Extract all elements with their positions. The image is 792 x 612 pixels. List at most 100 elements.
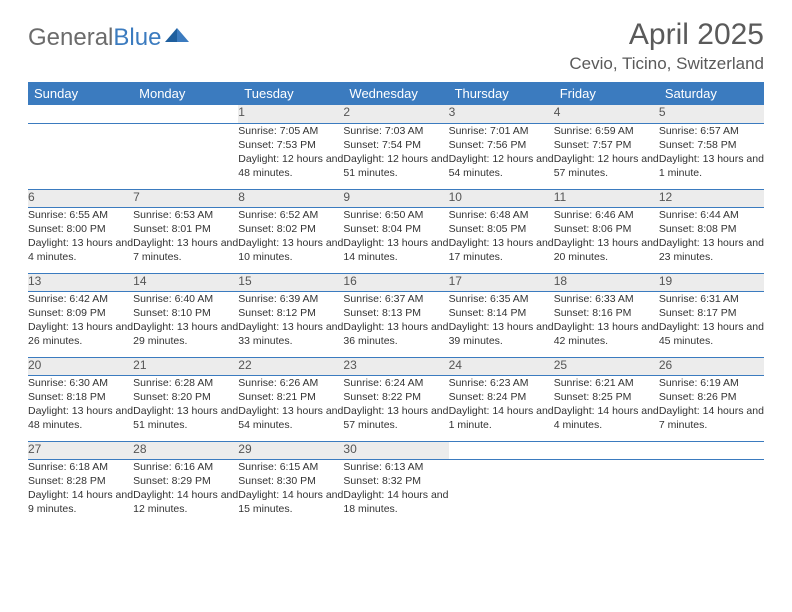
daylight-line: Daylight: 14 hours and 9 minutes.: [28, 488, 133, 516]
sunset-line: Sunset: 7:54 PM: [343, 138, 448, 152]
day-content-cell: [449, 459, 554, 525]
sunset-line: Sunset: 8:22 PM: [343, 390, 448, 404]
day-number-cell: 13: [28, 273, 133, 291]
sunset-line: Sunset: 8:10 PM: [133, 306, 238, 320]
day-content-cell: Sunrise: 6:28 AMSunset: 8:20 PMDaylight:…: [133, 375, 238, 441]
day-content-cell: Sunrise: 6:50 AMSunset: 8:04 PMDaylight:…: [343, 207, 448, 273]
daylight-line: Daylight: 13 hours and 17 minutes.: [449, 236, 554, 264]
sunrise-line: Sunrise: 6:35 AM: [449, 292, 554, 306]
weekday-header: Tuesday: [238, 82, 343, 105]
daylight-line: Daylight: 12 hours and 57 minutes.: [554, 152, 659, 180]
day-content-cell: Sunrise: 6:48 AMSunset: 8:05 PMDaylight:…: [449, 207, 554, 273]
daylight-line: Daylight: 14 hours and 7 minutes.: [659, 404, 764, 432]
sunrise-line: Sunrise: 6:21 AM: [554, 376, 659, 390]
day-content-cell: Sunrise: 6:16 AMSunset: 8:29 PMDaylight:…: [133, 459, 238, 525]
sunset-line: Sunset: 8:06 PM: [554, 222, 659, 236]
sunset-line: Sunset: 8:20 PM: [133, 390, 238, 404]
day-number-cell: [554, 441, 659, 459]
title-block: April 2025 Cevio, Ticino, Switzerland: [569, 18, 764, 74]
sunset-line: Sunset: 7:58 PM: [659, 138, 764, 152]
day-content-cell: Sunrise: 6:46 AMSunset: 8:06 PMDaylight:…: [554, 207, 659, 273]
day-number-cell: 23: [343, 357, 448, 375]
sunrise-line: Sunrise: 6:30 AM: [28, 376, 133, 390]
day-number-cell: [133, 105, 238, 123]
day-number-cell: 30: [343, 441, 448, 459]
sunset-line: Sunset: 8:14 PM: [449, 306, 554, 320]
day-content-cell: Sunrise: 6:33 AMSunset: 8:16 PMDaylight:…: [554, 291, 659, 357]
sunrise-line: Sunrise: 6:59 AM: [554, 124, 659, 138]
day-content-cell: Sunrise: 6:57 AMSunset: 7:58 PMDaylight:…: [659, 123, 764, 189]
day-content-cell: Sunrise: 6:39 AMSunset: 8:12 PMDaylight:…: [238, 291, 343, 357]
calendar-header-row: SundayMondayTuesdayWednesdayThursdayFrid…: [28, 82, 764, 105]
sunset-line: Sunset: 8:32 PM: [343, 474, 448, 488]
day-number-cell: 29: [238, 441, 343, 459]
day-content-row: Sunrise: 6:55 AMSunset: 8:00 PMDaylight:…: [28, 207, 764, 273]
logo-word-1: General: [28, 24, 113, 51]
daylight-line: Daylight: 13 hours and 29 minutes.: [133, 320, 238, 348]
day-number-cell: 16: [343, 273, 448, 291]
day-number-cell: 4: [554, 105, 659, 123]
daylight-line: Daylight: 14 hours and 4 minutes.: [554, 404, 659, 432]
sunrise-line: Sunrise: 6:42 AM: [28, 292, 133, 306]
day-number-cell: 10: [449, 189, 554, 207]
sunrise-line: Sunrise: 6:48 AM: [449, 208, 554, 222]
location-subtitle: Cevio, Ticino, Switzerland: [569, 54, 764, 74]
day-number-cell: [659, 441, 764, 459]
day-content-cell: [133, 123, 238, 189]
daylight-line: Daylight: 13 hours and 33 minutes.: [238, 320, 343, 348]
logo-text: GeneralBlue: [28, 24, 161, 52]
sunset-line: Sunset: 7:53 PM: [238, 138, 343, 152]
daylight-line: Daylight: 13 hours and 26 minutes.: [28, 320, 133, 348]
sunset-line: Sunset: 8:12 PM: [238, 306, 343, 320]
sunrise-line: Sunrise: 6:23 AM: [449, 376, 554, 390]
sunrise-line: Sunrise: 6:15 AM: [238, 460, 343, 474]
sunrise-line: Sunrise: 6:52 AM: [238, 208, 343, 222]
daylight-line: Daylight: 13 hours and 1 minute.: [659, 152, 764, 180]
day-number-cell: 7: [133, 189, 238, 207]
daylight-line: Daylight: 14 hours and 15 minutes.: [238, 488, 343, 516]
daylight-line: Daylight: 13 hours and 42 minutes.: [554, 320, 659, 348]
sunset-line: Sunset: 8:21 PM: [238, 390, 343, 404]
day-number-cell: 12: [659, 189, 764, 207]
day-number-cell: 27: [28, 441, 133, 459]
sunset-line: Sunset: 8:16 PM: [554, 306, 659, 320]
sunset-line: Sunset: 8:29 PM: [133, 474, 238, 488]
day-content-cell: Sunrise: 6:23 AMSunset: 8:24 PMDaylight:…: [449, 375, 554, 441]
day-number-cell: 25: [554, 357, 659, 375]
sunset-line: Sunset: 7:56 PM: [449, 138, 554, 152]
day-number-cell: 22: [238, 357, 343, 375]
sunset-line: Sunset: 8:08 PM: [659, 222, 764, 236]
day-number-cell: 2: [343, 105, 448, 123]
sunrise-line: Sunrise: 6:39 AM: [238, 292, 343, 306]
sunrise-line: Sunrise: 6:46 AM: [554, 208, 659, 222]
sunset-line: Sunset: 8:09 PM: [28, 306, 133, 320]
day-number-cell: 6: [28, 189, 133, 207]
day-number-cell: 21: [133, 357, 238, 375]
day-number-cell: 24: [449, 357, 554, 375]
day-number-cell: 5: [659, 105, 764, 123]
page-header: GeneralBlue April 2025 Cevio, Ticino, Sw…: [28, 18, 764, 74]
day-number-row: 12345: [28, 105, 764, 123]
sunrise-line: Sunrise: 7:03 AM: [343, 124, 448, 138]
day-number-cell: [28, 105, 133, 123]
day-content-cell: Sunrise: 6:35 AMSunset: 8:14 PMDaylight:…: [449, 291, 554, 357]
daylight-line: Daylight: 13 hours and 54 minutes.: [238, 404, 343, 432]
sunrise-line: Sunrise: 6:24 AM: [343, 376, 448, 390]
sunrise-line: Sunrise: 6:57 AM: [659, 124, 764, 138]
day-number-cell: 19: [659, 273, 764, 291]
sunrise-line: Sunrise: 6:55 AM: [28, 208, 133, 222]
day-content-cell: Sunrise: 6:21 AMSunset: 8:25 PMDaylight:…: [554, 375, 659, 441]
day-content-cell: Sunrise: 6:59 AMSunset: 7:57 PMDaylight:…: [554, 123, 659, 189]
weekday-header: Thursday: [449, 82, 554, 105]
daylight-line: Daylight: 13 hours and 14 minutes.: [343, 236, 448, 264]
day-number-cell: [449, 441, 554, 459]
sunrise-line: Sunrise: 6:37 AM: [343, 292, 448, 306]
sunrise-line: Sunrise: 6:26 AM: [238, 376, 343, 390]
day-content-cell: [554, 459, 659, 525]
day-number-cell: 18: [554, 273, 659, 291]
day-number-cell: 20: [28, 357, 133, 375]
sunrise-line: Sunrise: 6:19 AM: [659, 376, 764, 390]
sunrise-line: Sunrise: 6:13 AM: [343, 460, 448, 474]
day-content-cell: Sunrise: 6:53 AMSunset: 8:01 PMDaylight:…: [133, 207, 238, 273]
sunset-line: Sunset: 8:01 PM: [133, 222, 238, 236]
